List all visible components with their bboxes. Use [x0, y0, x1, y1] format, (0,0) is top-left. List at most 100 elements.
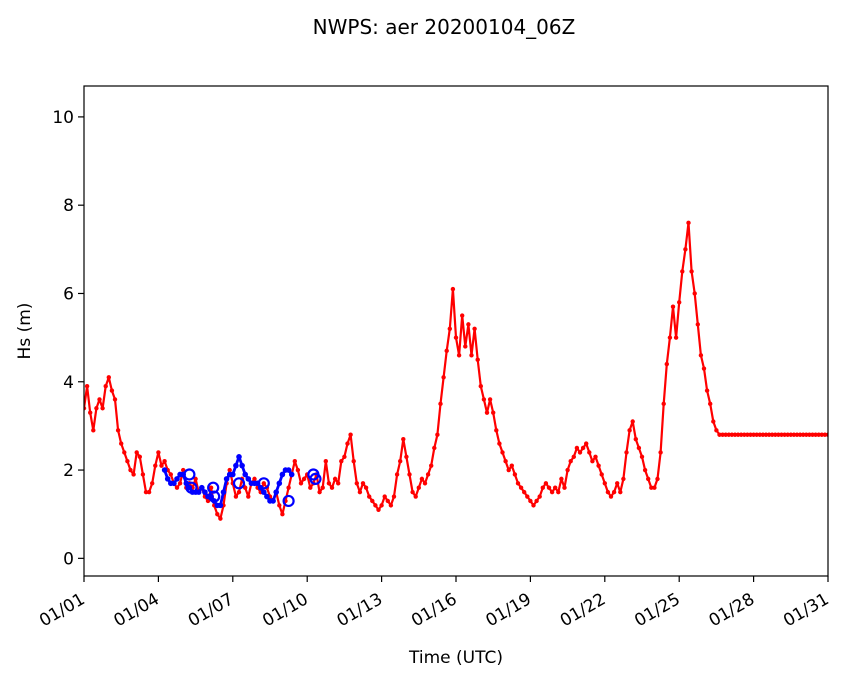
- observation-marker: [183, 468, 196, 481]
- data-point: [602, 481, 607, 486]
- data-point: [323, 459, 328, 464]
- data-point: [723, 432, 728, 437]
- data-point: [419, 476, 425, 482]
- data-point: [590, 459, 595, 464]
- data-point: [223, 476, 230, 482]
- observation-marker: [185, 481, 198, 494]
- data-point: [162, 459, 167, 464]
- data-point: [531, 503, 536, 508]
- data-point: [351, 459, 356, 464]
- data-point: [236, 489, 242, 495]
- data-point: [84, 383, 90, 389]
- data-point: [174, 485, 180, 490]
- data-point: [739, 432, 744, 437]
- data-point: [742, 432, 747, 437]
- data-point: [171, 480, 177, 487]
- data-point: [466, 322, 471, 327]
- data-point: [720, 432, 725, 437]
- data-point: [202, 489, 208, 495]
- data-point: [422, 481, 428, 486]
- data-point: [667, 335, 673, 340]
- data-point: [717, 432, 722, 437]
- data-point: [463, 344, 468, 349]
- data-point: [491, 410, 496, 415]
- data-point: [115, 428, 121, 433]
- data-point: [91, 428, 96, 433]
- data-point: [745, 432, 750, 437]
- data-point: [475, 357, 480, 362]
- data-point: [308, 485, 313, 490]
- data-point: [782, 432, 787, 437]
- data-point: [150, 481, 155, 486]
- data-point: [218, 516, 223, 521]
- y-tick-label: 4: [63, 373, 74, 393]
- data-point: [714, 428, 719, 433]
- data-point: [425, 472, 431, 477]
- x-axis-label: Time (UTC): [408, 648, 503, 668]
- x-tick-label: 01/22: [557, 589, 609, 631]
- data-point: [655, 476, 660, 482]
- x-tick-label: 01/10: [259, 589, 311, 631]
- data-point: [109, 388, 115, 393]
- data-point: [494, 428, 499, 433]
- data-point: [208, 485, 214, 490]
- data-point: [509, 463, 514, 468]
- data-point: [608, 494, 614, 499]
- data-point: [819, 432, 824, 437]
- data-point: [766, 432, 772, 437]
- data-point: [174, 476, 180, 482]
- data-point: [525, 494, 530, 499]
- data-point: [143, 489, 149, 495]
- data-point: [391, 494, 397, 499]
- data-point: [646, 476, 651, 482]
- data-point: [757, 432, 762, 437]
- data-point: [401, 436, 406, 442]
- y-tick-label: 0: [63, 549, 74, 569]
- data-point: [584, 441, 589, 446]
- data-point: [239, 462, 245, 469]
- x-tick-label: 01/04: [110, 589, 162, 631]
- data-point: [577, 450, 583, 455]
- data-point: [813, 432, 818, 437]
- data-point: [329, 485, 335, 490]
- data-point: [339, 459, 344, 464]
- data-point: [673, 335, 679, 340]
- data-point: [615, 481, 620, 486]
- data-point: [735, 432, 741, 437]
- data-point: [677, 300, 682, 305]
- data-point: [398, 459, 403, 464]
- data-point: [726, 432, 731, 437]
- data-point: [230, 471, 236, 478]
- data-point: [131, 472, 136, 477]
- data-point: [460, 313, 465, 318]
- data-point: [543, 481, 549, 486]
- observation-marker: [257, 477, 270, 490]
- data-point: [804, 432, 809, 437]
- data-point: [342, 454, 347, 460]
- data-point: [627, 428, 632, 433]
- data-point: [487, 397, 493, 402]
- data-point: [320, 485, 325, 490]
- x-tick-label: 01/01: [36, 589, 88, 631]
- data-point: [379, 503, 384, 508]
- data-point: [664, 361, 669, 367]
- data-point: [456, 353, 462, 358]
- data-point: [354, 481, 359, 486]
- data-point: [587, 450, 592, 455]
- data-point: [791, 432, 797, 437]
- data-point: [360, 481, 366, 486]
- data-point: [357, 489, 363, 495]
- data-point: [125, 459, 130, 464]
- data-point: [444, 348, 449, 354]
- data-point: [277, 503, 282, 508]
- data-point: [280, 511, 285, 517]
- data-point: [376, 507, 381, 512]
- data-point: [779, 432, 784, 437]
- data-point: [711, 419, 716, 424]
- data-point: [215, 511, 220, 517]
- data-point: [732, 432, 738, 437]
- data-point: [801, 432, 806, 437]
- data-point: [438, 401, 443, 407]
- data-point: [450, 286, 456, 292]
- x-tick-label: 01/13: [334, 589, 386, 631]
